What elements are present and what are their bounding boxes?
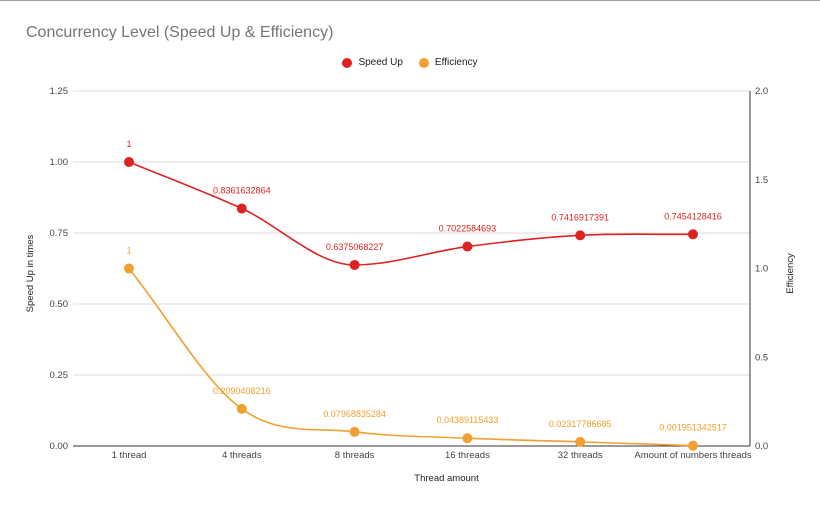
x-tick-label: 8 threads [335,450,375,461]
data-point-efficiency [124,263,134,274]
data-label-speed-up: 0.7022584693 [439,224,497,234]
x-tick-label: 32 threads [558,450,603,461]
series-line-efficiency [128,267,694,447]
legend-item-efficiency: Efficiency [418,57,478,68]
y2-tick-label: 0.5 [755,352,768,363]
data-label-efficiency: 1 [126,246,131,256]
data-point-efficiency [236,403,247,414]
x-tick-label: 16 threads [445,450,490,461]
y-tick-label: 0.25 [50,370,69,381]
legend-label-efficiency: Efficiency [434,57,478,68]
legend: Speed Up Efficiency [0,57,820,68]
y2-tick-label: 2.0 [755,86,768,97]
data-label-efficiency: 0.001951342517 [659,423,727,433]
y-tick-label: 0.75 [50,228,69,239]
y-tick-label: 0.00 [50,441,69,452]
chart-title: Concurrency Level (Speed Up & Efficiency… [26,24,334,41]
y-tick-label: 1.25 [50,86,69,97]
x-axis-title: Thread amount [414,473,479,484]
data-label-efficiency: 0.07968835284 [323,409,386,419]
legend-marker-speed-up [342,57,353,68]
x-tick-label: Amount of numbers threads [634,450,751,461]
data-point-efficiency [688,440,698,451]
data-point-speed-up [349,259,360,270]
x-tick-label: 4 threads [222,450,262,461]
data-point-speed-up [236,203,247,214]
x-tick-label: 1 thread [112,450,147,461]
legend-label-speed-up: Speed Up [358,57,403,68]
data-point-speed-up [124,157,134,167]
data-label-speed-up: 0.6375068227 [326,242,384,252]
y-axis-title: Speed Up in times [25,234,36,312]
y2-tick-label: 1.5 [755,175,768,186]
data-point-efficiency [575,436,586,447]
y-tick-label: 0.50 [50,299,69,310]
y-tick-label: 1.00 [50,157,69,168]
top-border [0,0,820,1]
data-point-speed-up [462,241,473,252]
data-label-efficiency: 0.2090408216 [213,386,271,396]
data-point-speed-up [575,230,586,241]
legend-marker-efficiency [418,57,429,68]
data-label-speed-up: 0.7454128416 [664,211,722,221]
legend-item-speed-up: Speed Up [342,57,403,68]
data-point-efficiency [349,426,360,437]
series-line-speed-up [128,161,694,266]
data-point-speed-up [688,229,698,240]
data-point-efficiency [462,433,473,444]
y2-axis-title: Efficiency [785,253,796,294]
data-label-efficiency: 0.02317786685 [549,419,612,429]
data-label-efficiency: 0.04389115433 [436,415,498,425]
y2-tick-label: 0.0 [755,441,768,452]
data-label-speed-up: 1 [126,139,131,149]
data-label-speed-up: 0.8361632864 [213,186,271,196]
y2-tick-label: 1.0 [755,264,768,275]
data-label-speed-up: 0.7416917391 [551,212,609,222]
